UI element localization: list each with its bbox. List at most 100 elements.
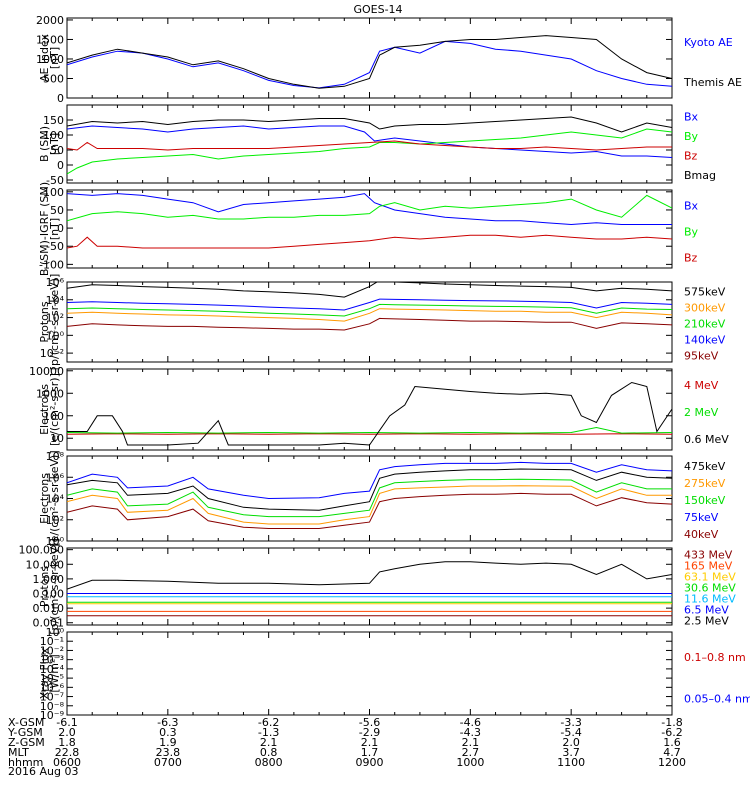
series-line-by bbox=[67, 194, 672, 222]
x-row-value: 1.6 bbox=[663, 736, 681, 749]
y-tick-label: 10⁻⁵ bbox=[40, 672, 64, 685]
x-row-label: MLT bbox=[8, 746, 29, 759]
y-tick-label: 10 bbox=[50, 432, 64, 445]
series-line-0-6-mev bbox=[67, 381, 672, 446]
legend-entry: Bx bbox=[684, 200, 699, 213]
legend-entry: 0.1–0.8 nm bbox=[684, 651, 746, 664]
y-axis-unit: [nT] bbox=[48, 47, 61, 69]
y-tick-label: 150 bbox=[43, 114, 64, 127]
legend-entry: 433 MeV bbox=[684, 549, 733, 562]
legend-entry: 40keV bbox=[684, 528, 719, 541]
x-row-value: -6.3 bbox=[157, 716, 178, 729]
legend-entry: Bx bbox=[684, 111, 699, 124]
y-tick-label: 10⁻³ bbox=[40, 654, 64, 667]
y-axis-label: Protons bbox=[38, 566, 51, 607]
x-row-value: 1000 bbox=[456, 756, 484, 769]
x-row-value: 22.8 bbox=[55, 746, 80, 759]
series-line-bmag bbox=[67, 116, 672, 133]
legend-entry: 300keV bbox=[684, 302, 726, 315]
y-tick-label: 100.000 bbox=[19, 544, 65, 557]
y-tick-label: 10⁻⁷ bbox=[40, 691, 64, 704]
y-tick-label: 0.100 bbox=[33, 588, 65, 601]
series-line-2-mev bbox=[67, 426, 672, 434]
y-tick-label: 50 bbox=[50, 204, 64, 217]
y-tick-label: 0.010 bbox=[33, 602, 65, 615]
series-line-210kev bbox=[67, 303, 672, 317]
legend-entry: 4 MeV bbox=[684, 379, 719, 392]
panel-frame bbox=[66, 104, 673, 184]
y-tick-label: 10⁴ bbox=[46, 294, 65, 307]
y-tick-label: -100 bbox=[39, 258, 64, 271]
x-row-label: hhmm bbox=[8, 756, 43, 769]
x-row-value: 1.9 bbox=[159, 736, 177, 749]
x-row-value: 2.0 bbox=[562, 736, 580, 749]
y-tick-label: 10⁰ bbox=[46, 535, 65, 548]
legend-entry: 275keV bbox=[684, 477, 726, 490]
y-axis-unit: [e/(cm²-s-sr)] bbox=[48, 373, 61, 446]
legend-entry: 63.1 MeV bbox=[684, 571, 736, 584]
series-line-4-mev bbox=[67, 433, 672, 435]
x-row-value: -2.9 bbox=[359, 726, 380, 739]
y-axis-unit: [e/(cm²-s-sr-keV)] bbox=[48, 450, 61, 546]
x-row-value: -6.2 bbox=[258, 716, 279, 729]
figure-title: GOES-14 bbox=[353, 3, 402, 16]
y-axis-unit: [p/(cm²-s-sr-keV)] bbox=[48, 538, 61, 635]
series-line-bx bbox=[67, 193, 672, 226]
y-tick-label: 10⁶ bbox=[46, 471, 65, 484]
y-axis-label: B (SM) bbox=[38, 126, 51, 162]
x-row-label: Y-GSM bbox=[7, 726, 43, 739]
x-row-value: 0800 bbox=[255, 756, 283, 769]
legend-entry: By bbox=[684, 226, 699, 239]
y-tick-label: 10⁴ bbox=[46, 493, 65, 506]
series-line-themis-ae bbox=[67, 35, 672, 89]
series-line-575kev bbox=[67, 282, 672, 298]
x-row-value: 2.0 bbox=[58, 726, 76, 739]
y-tick-label: 10⁰ bbox=[46, 626, 65, 639]
legend-entry: 2.5 MeV bbox=[684, 615, 729, 628]
legend-entry: 140keV bbox=[684, 334, 726, 347]
x-row-value: 0900 bbox=[356, 756, 384, 769]
x-row-value: 23.8 bbox=[156, 746, 181, 759]
y-tick-label: 10⁻⁹ bbox=[40, 709, 64, 722]
legend-entry: 6.5 MeV bbox=[684, 604, 729, 617]
y-tick-label: 10.000 bbox=[26, 558, 65, 571]
y-tick-label: 0.001 bbox=[33, 617, 65, 630]
x-row-value: -6.1 bbox=[56, 716, 77, 729]
x-row-value: -6.2 bbox=[661, 726, 682, 739]
y-tick-label: 10² bbox=[46, 514, 64, 527]
y-tick-label: 10⁰ bbox=[46, 329, 65, 342]
panel-frame bbox=[66, 281, 673, 363]
y-tick-label: 2000 bbox=[36, 14, 64, 27]
x-row-value: -1.8 bbox=[661, 716, 682, 729]
y-tick-label: 10² bbox=[46, 312, 64, 325]
y-tick-label: 10⁻⁶ bbox=[40, 681, 65, 694]
series-line-bx bbox=[67, 125, 672, 158]
panel-frame bbox=[66, 189, 673, 269]
x-row-value: 3.7 bbox=[562, 746, 580, 759]
y-tick-label: 0 bbox=[57, 92, 64, 105]
y-tick-label: 0 bbox=[57, 159, 64, 172]
x-row-value: -5.4 bbox=[560, 726, 581, 739]
legend-entry: 475keV bbox=[684, 460, 726, 473]
y-tick-label: 10⁻⁸ bbox=[40, 700, 65, 713]
y-tick-label: 1500 bbox=[36, 33, 64, 46]
y-tick-label: 10⁻⁴ bbox=[40, 663, 65, 676]
y-tick-label: -50 bbox=[46, 240, 64, 253]
y-tick-label: 50 bbox=[50, 144, 64, 157]
y-axis-label: Electrons bbox=[38, 473, 51, 524]
x-row-value: 2.1 bbox=[361, 736, 379, 749]
series-line-2-5-mev bbox=[67, 561, 672, 590]
y-tick-label: 1000 bbox=[36, 387, 64, 400]
y-tick-label: 100 bbox=[43, 410, 64, 423]
y-tick-label: 10000 bbox=[29, 365, 64, 378]
y-tick-label: 10⁸ bbox=[46, 450, 65, 463]
legend-entry: 2 MeV bbox=[684, 406, 719, 419]
y-axis-label: Electrons bbox=[38, 384, 51, 435]
y-axis-label: AE index bbox=[38, 33, 51, 82]
panel-8: 10⁻⁹10⁻⁸10⁻⁷10⁻⁶10⁻⁵10⁻⁴10⁻³10⁻²10⁻¹10⁰ X… bbox=[38, 626, 750, 722]
y-tick-label: 1.000 bbox=[33, 573, 65, 586]
panel-1: 0 500 1000 1500 2000 AE index[nT] Kyoto AE Them… bbox=[36, 14, 742, 105]
